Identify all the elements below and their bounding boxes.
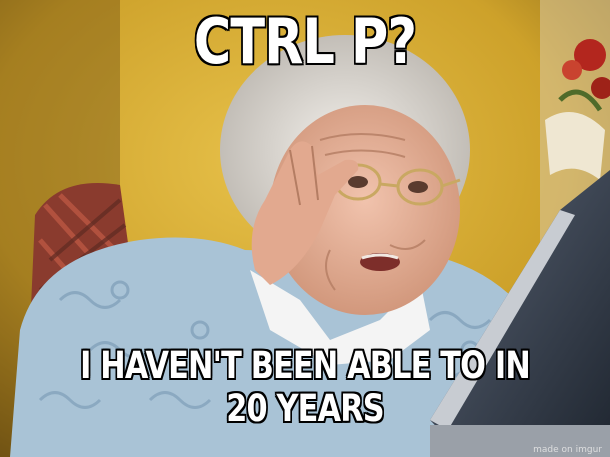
face-wrinkles — [319, 133, 426, 291]
bottom-caption: I HAVEN'T BEEN ABLE TO IN 20 YEARS — [79, 343, 531, 431]
flower-plant — [558, 39, 610, 112]
monitor-stand — [430, 425, 610, 457]
computer-monitor — [430, 170, 610, 457]
monitor-bezel — [430, 210, 575, 430]
face — [270, 105, 460, 315]
open-mouth — [360, 253, 400, 271]
left-eye — [348, 176, 368, 188]
top-caption: CTRL P? — [193, 4, 418, 79]
hand-adjusting-glasses — [251, 141, 359, 285]
imgur-watermark: made on imgur — [533, 445, 602, 455]
right-eye — [408, 181, 428, 193]
white-collar — [250, 270, 430, 365]
